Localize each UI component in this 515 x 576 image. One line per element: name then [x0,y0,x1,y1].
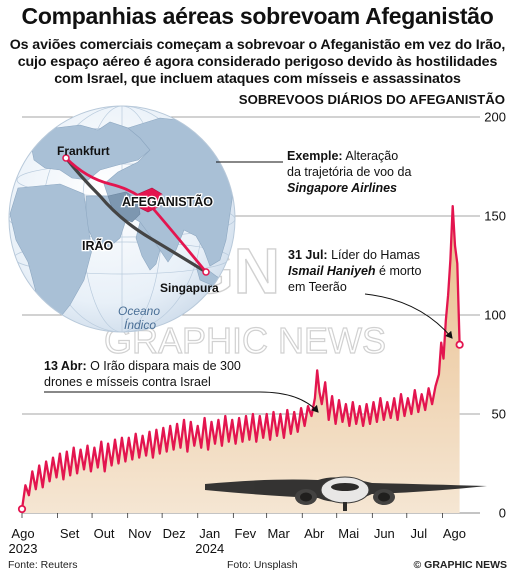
map-label-frankfurt: Frankfurt [57,144,110,158]
jul31-arrow [364,293,453,339]
x-tick-label-5: Jan [199,526,220,541]
x-tick-label-1: Set [60,526,80,541]
x-tick-label-2: Out [94,526,115,541]
y-axis: 0 50 100 150 200 [484,110,506,521]
map-label-ocean-2: Índico [124,317,156,332]
x-year-label-2024: 2024 [195,541,224,556]
chart-title: SOBREVOOS DIÁRIOS DO AFEGANISTÃO [239,92,505,107]
page-title: Companhias aéreas sobrevoam Afeganistão [21,3,494,29]
x-tick-label-8: Abr [304,526,325,541]
x-tick-label-12: Ago [443,526,466,541]
frankfurt-marker [62,154,70,162]
y-tick-label-0: 0 [499,506,506,521]
annotation-apr13-line2: drones e mísseis contra Israel [44,375,211,389]
footer-credit: © GRAPHIC NEWS [413,559,508,571]
airplane-icon [205,476,487,511]
x-tick-label-9: Mai [338,526,359,541]
series-end-point [455,340,464,349]
x-tick-label-10: Jun [374,526,395,541]
annotation-example-bold: Exemple: [287,149,343,163]
map-label-afghanistan: AFEGANISTÃO [122,194,213,209]
x-tick-label-6: Fev [235,526,257,541]
map-label-iran: IRÃO [82,238,114,253]
y-tick-label-150: 150 [484,209,506,224]
x-tick-label-3: Nov [128,526,152,541]
footer-photo: Foto: Unsplash [227,559,298,571]
x-tick-label-11: Jul [410,526,427,541]
apr13-arrow [44,391,319,413]
annotation-example-line3: Singapore Airlines [287,181,397,195]
globe-map: Frankfurt AFEGANISTÃO IRÃO Singapura Oce… [8,105,236,333]
annotation-jul31-italic: Ismail Haniyeh [288,264,376,278]
annotation-apr13: 13 Abr: O Irão dispara mais de 300 [44,359,241,373]
y-tick-label-50: 50 [492,407,506,422]
annotation-apr13-text1: O Irão dispara mais de 300 [87,359,241,373]
annotation-example-text1: Alteração [343,149,399,163]
map-label-ocean: Oceano [118,304,160,318]
area-fill [22,206,460,513]
footer-source: Fonte: Reuters [8,559,78,571]
annotation-jul31-text1: Líder do Hamas [328,248,420,262]
x-tick-label-4: Dez [163,526,186,541]
x-tick-label-7: Mar [267,526,290,541]
annotation-jul31-text2: é morto [376,264,422,278]
annotation-jul31-bold: 31 Jul: [288,248,328,262]
annotation-example: Exemple: Alteração [287,149,398,163]
page-subtitle: Os aviões comerciais começam a sobrevoar… [9,37,506,87]
annotation-apr13-bold: 13 Abr: [44,359,87,373]
y-tick-label-100: 100 [484,308,506,323]
x-year-label-2023: 2023 [9,541,38,556]
y-tick-label-200: 200 [484,110,506,125]
annotation-jul31: 31 Jul: Líder do Hamas [288,248,420,262]
annotation-jul31-line2: Ismail Haniyeh é morto [288,264,421,278]
singapore-marker [202,268,210,276]
series-start-point [17,504,27,514]
annotation-jul31-line3: em Teerão [288,280,347,294]
series-line [20,204,461,510]
x-tick-label-0: Ago [11,526,34,541]
annotation-example-line2: da trajetória de voo da [287,165,411,179]
map-label-singapore: Singapura [160,281,219,295]
